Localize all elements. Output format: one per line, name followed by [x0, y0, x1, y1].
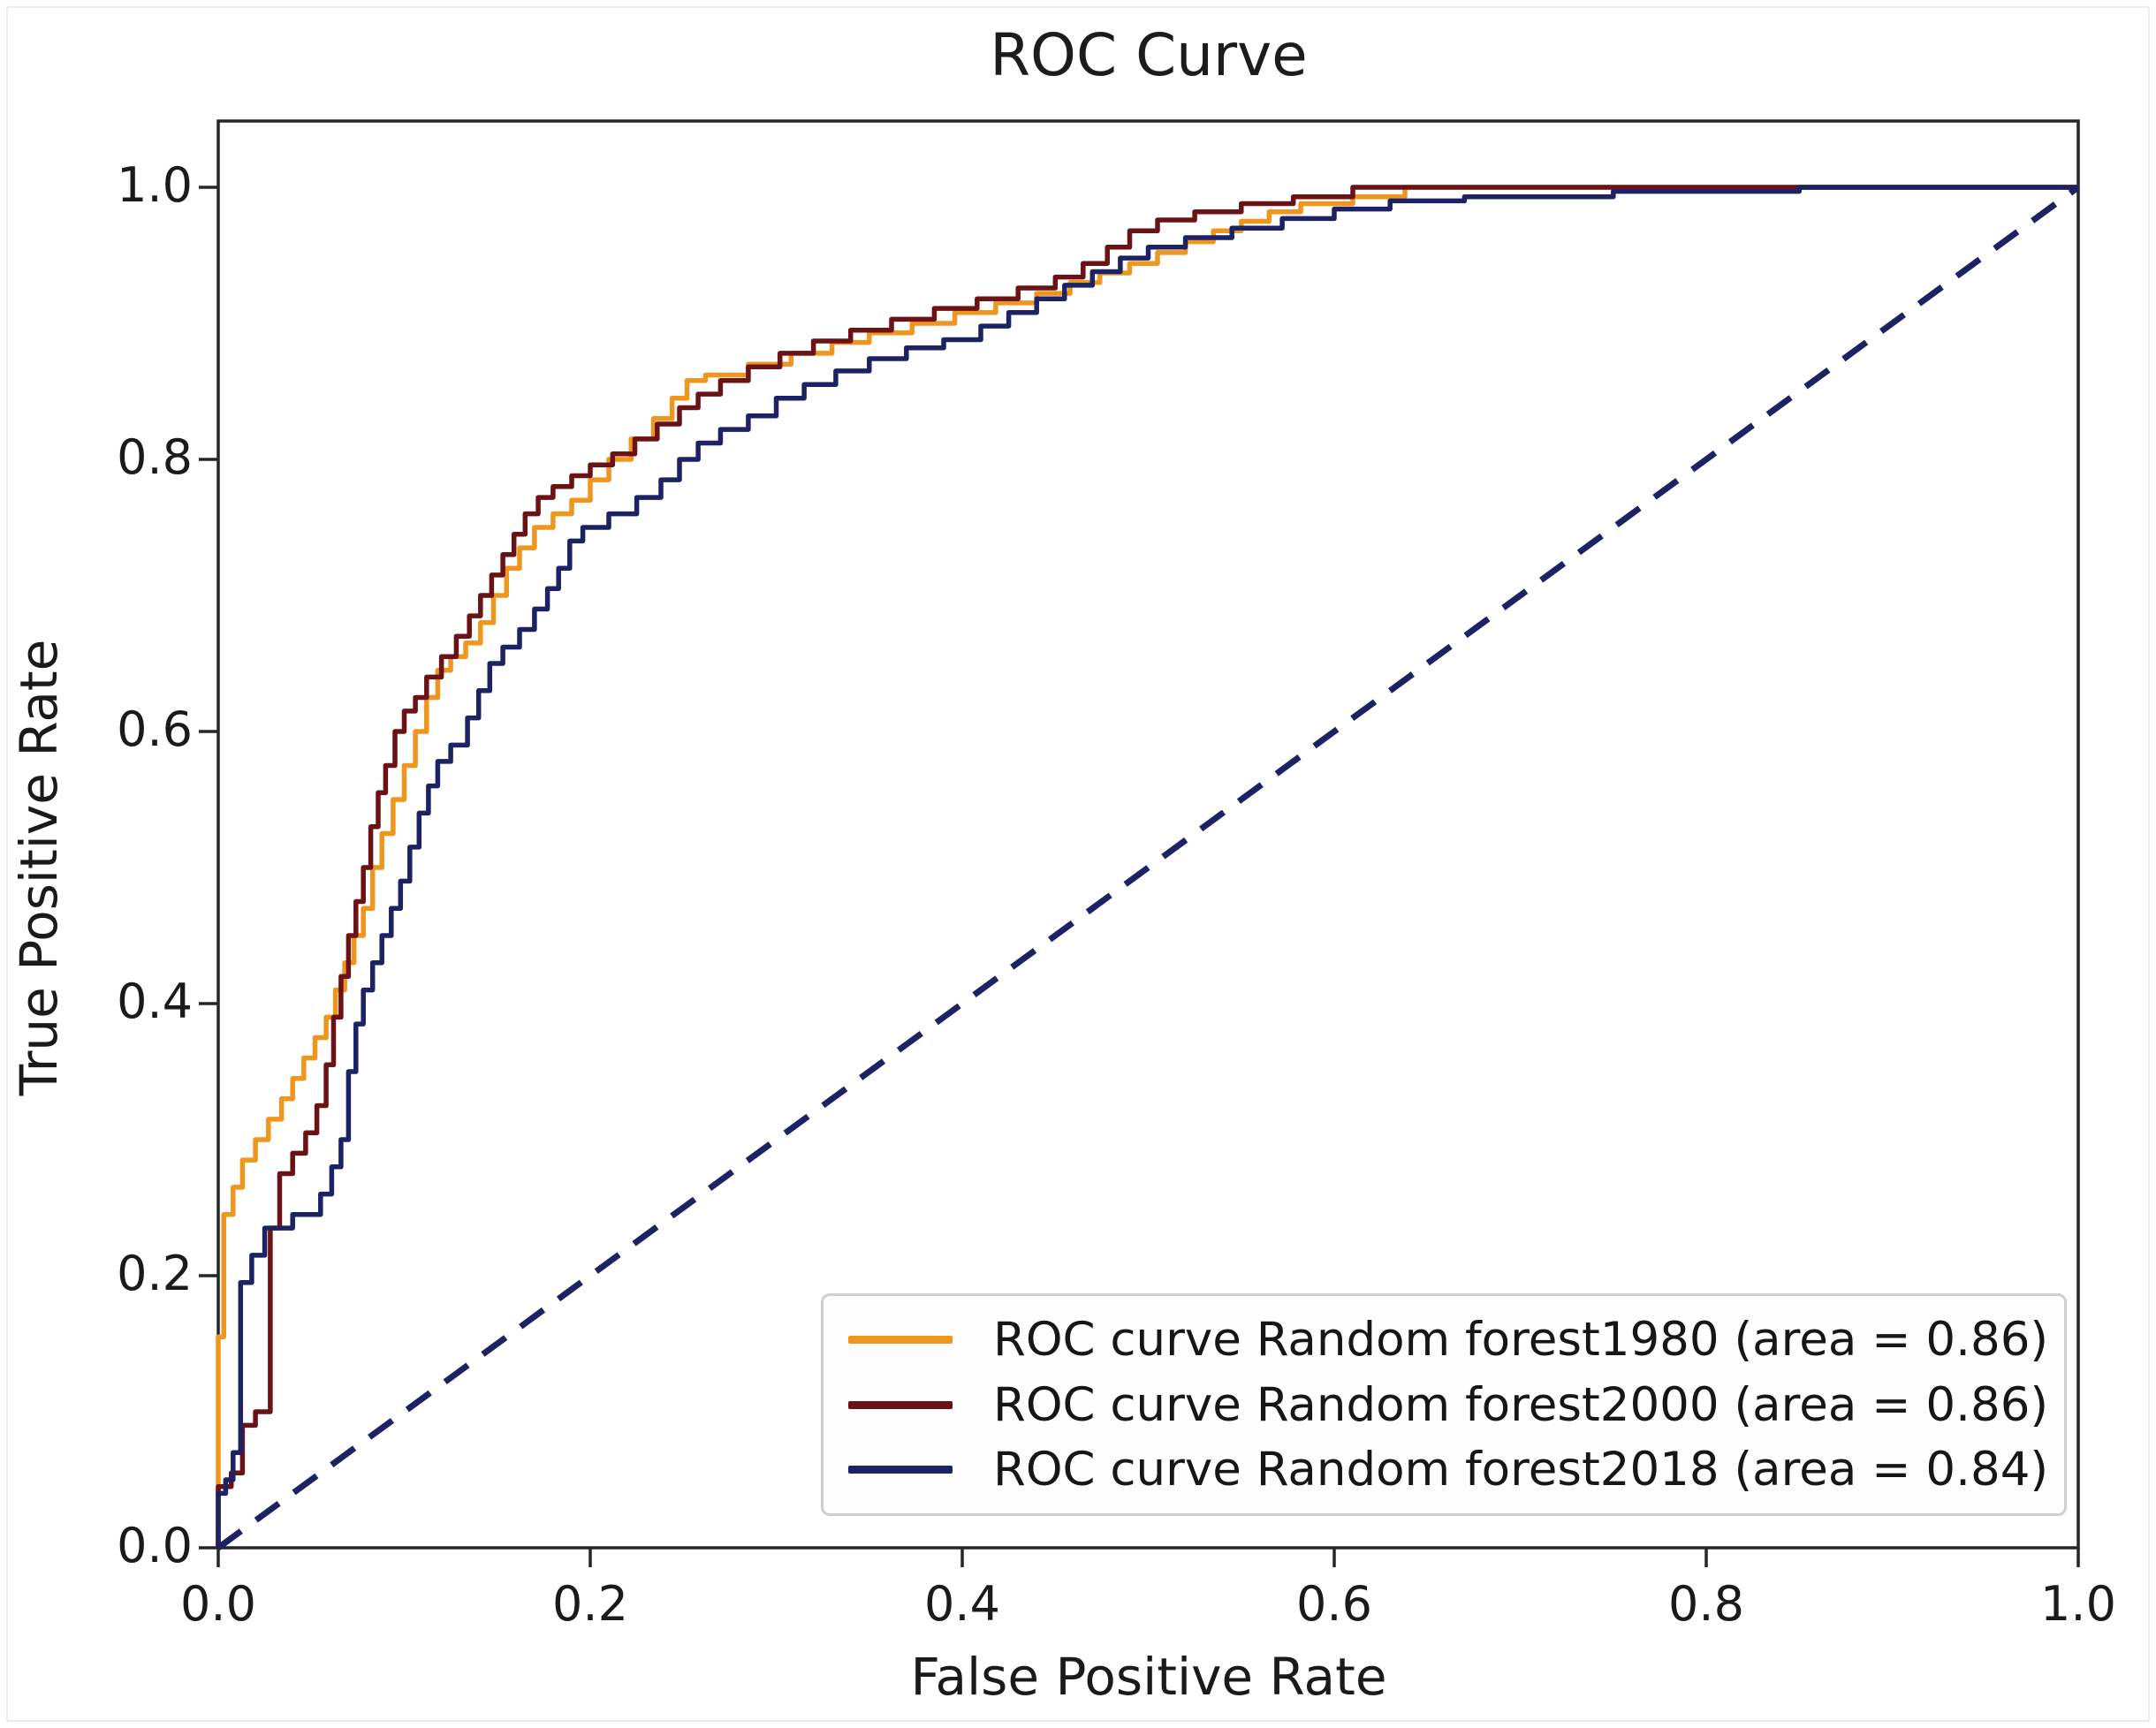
- x-tick-label: 1.0: [2040, 1576, 2116, 1632]
- roc-curve-random-forest-2018: [216, 185, 2078, 1548]
- y-tick-label: 0.4: [117, 974, 193, 1029]
- roc-curve-random-forest-2000: [216, 185, 2078, 1548]
- y-tick-label: 1.0: [117, 157, 193, 213]
- x-tick-label: 0.0: [180, 1576, 256, 1632]
- y-tick-label: 0.6: [117, 701, 193, 757]
- x-tick-label: 0.8: [1668, 1576, 1744, 1632]
- x-tick-label: 0.4: [924, 1576, 1000, 1632]
- chance-diagonal: [216, 185, 2081, 1550]
- y-axis-label: True Positive Rate: [9, 639, 69, 1096]
- x-tick-label: 0.2: [552, 1576, 628, 1632]
- chart-title: ROC Curve: [990, 21, 1308, 89]
- legend-label: ROC curve Random forest2018 (area = 0.84…: [993, 1443, 2049, 1497]
- legend-entry-2000: ROC curve Random forest2000 (area = 0.86…: [848, 1377, 2049, 1432]
- legend-label: ROC curve Random forest2000 (area = 0.86…: [993, 1377, 2049, 1432]
- legend-label: ROC curve Random forest1980 (area = 0.86…: [993, 1312, 2049, 1367]
- y-tick-label: 0.8: [117, 429, 193, 485]
- x-tick-label: 0.6: [1296, 1576, 1372, 1632]
- legend-swatch-maroon: [848, 1400, 953, 1409]
- legend-swatch-navy: [848, 1466, 953, 1474]
- legend-entry-2018: ROC curve Random forest2018 (area = 0.84…: [848, 1443, 2049, 1497]
- legend-entry-1980: ROC curve Random forest1980 (area = 0.86…: [848, 1312, 2049, 1367]
- legend-swatch-orange: [848, 1335, 953, 1344]
- x-axis-label: False Positive Rate: [910, 1647, 1387, 1707]
- plot-frame: [216, 119, 2080, 1550]
- legend-box: ROC curve Random forest1980 (area = 0.86…: [821, 1293, 2067, 1516]
- y-tick-label: 0.2: [117, 1246, 193, 1301]
- y-tick-label: 0.0: [117, 1518, 193, 1573]
